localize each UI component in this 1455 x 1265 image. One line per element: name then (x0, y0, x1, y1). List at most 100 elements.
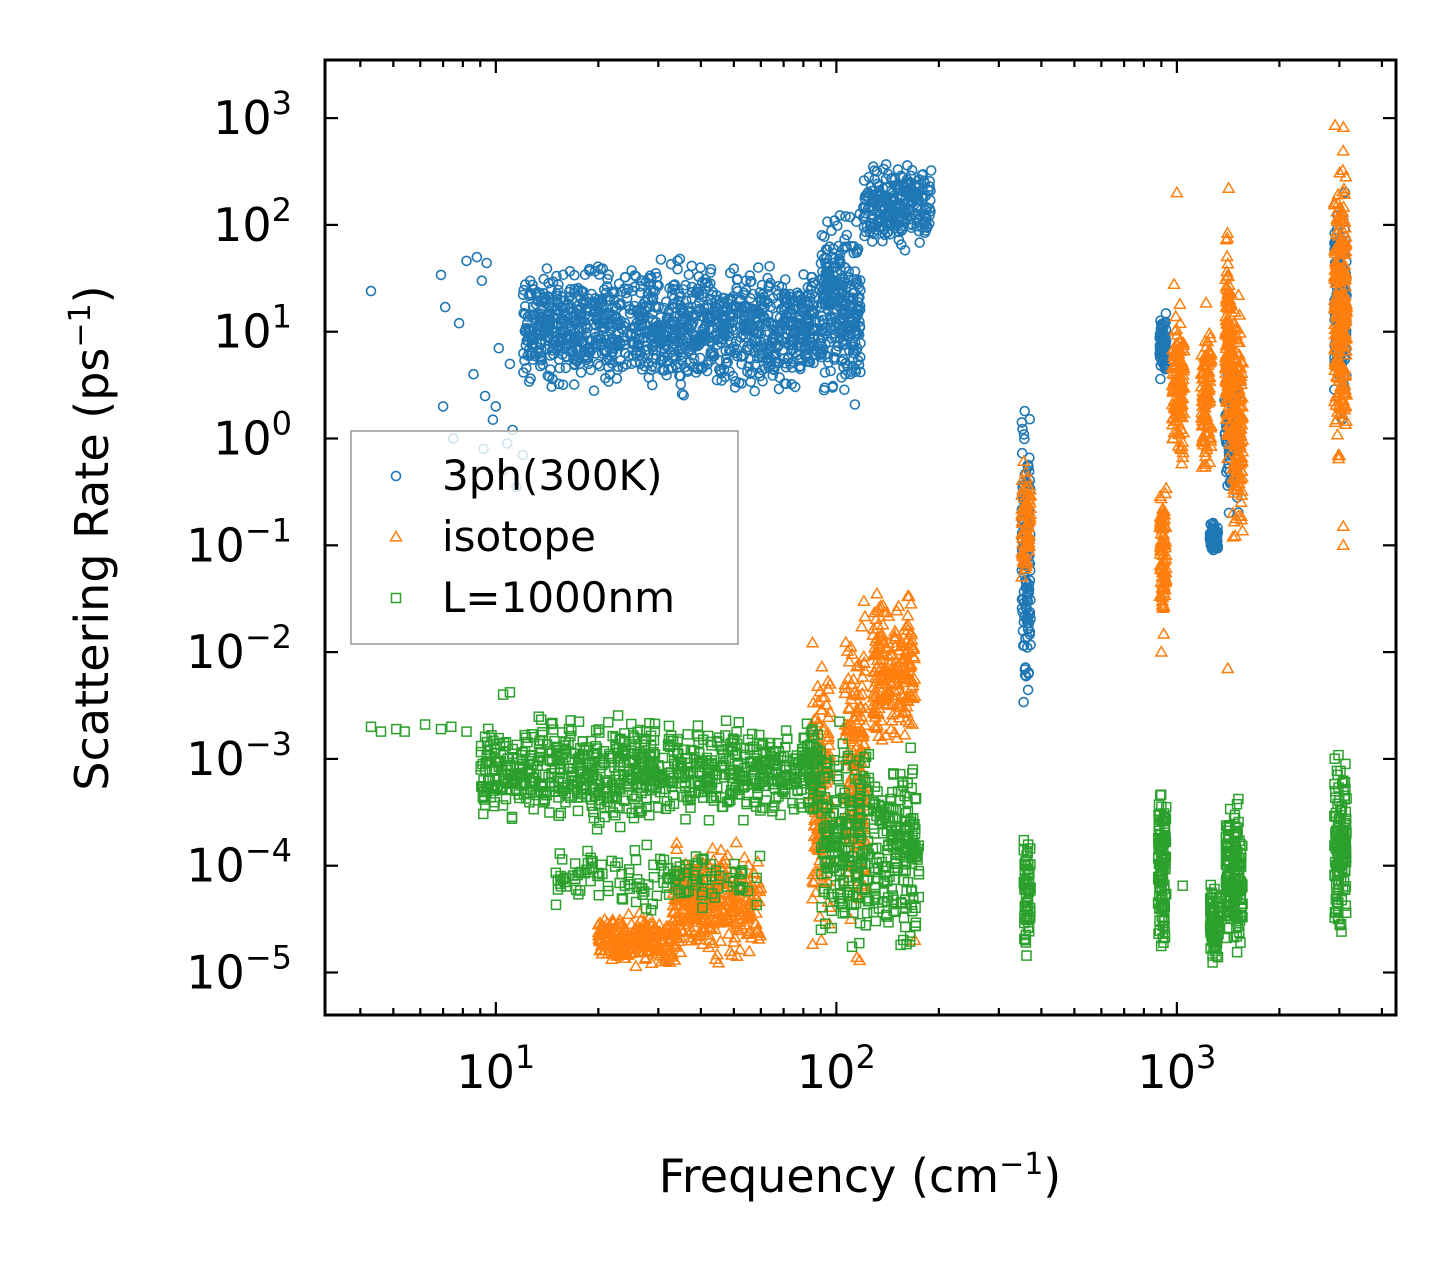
circle-point (778, 353, 790, 364)
circle-point (785, 307, 797, 319)
circle-point (557, 342, 569, 354)
circle-point (705, 337, 717, 348)
circle-point (615, 299, 627, 311)
circle-point (553, 378, 565, 390)
circle-point (655, 254, 667, 265)
circle-point (544, 296, 556, 308)
circle-point (834, 264, 846, 276)
circle-point (803, 289, 814, 300)
circle-point (684, 356, 695, 368)
circle-point (736, 358, 747, 370)
circle-point (536, 334, 548, 346)
circle-point (579, 345, 590, 357)
circle-point (547, 276, 559, 288)
circle-point (794, 363, 806, 375)
circle-point (656, 320, 668, 332)
circle-point (526, 338, 537, 350)
circle-point (762, 349, 774, 361)
circle-point (558, 326, 570, 338)
circle-point (651, 271, 663, 283)
circle-point (589, 265, 601, 277)
circle-point (751, 327, 763, 339)
circle-point (619, 335, 630, 346)
circle-point (680, 279, 691, 291)
circle-point (712, 322, 723, 334)
circle-point (568, 379, 580, 390)
circle-point (820, 257, 831, 269)
circle-point (525, 373, 536, 384)
circle-point (744, 270, 756, 281)
circle-point (652, 331, 664, 343)
circle-point (596, 293, 608, 305)
circle-point (794, 310, 806, 322)
circle-point (773, 383, 785, 395)
circle-point (575, 367, 587, 378)
circle-point (833, 240, 844, 252)
circle-point (678, 389, 690, 401)
circle-point (602, 273, 613, 285)
circle-point (646, 272, 657, 284)
circle-point (774, 312, 786, 324)
circle-point (644, 270, 656, 282)
circle-point (661, 369, 672, 381)
circle-point (660, 296, 672, 308)
circle-point (543, 277, 554, 289)
circle-point (751, 340, 763, 352)
circle-point (699, 307, 711, 319)
circle-point (819, 231, 830, 243)
circle-point (566, 294, 578, 306)
circle-point (780, 357, 791, 369)
circle-point (839, 384, 850, 396)
circle-point (570, 307, 582, 319)
data-layer (365, 118, 1354, 972)
circle-point (646, 341, 658, 353)
circle-point (798, 333, 809, 344)
circle-point (745, 275, 757, 287)
circle-point (716, 304, 728, 316)
circle-point (630, 328, 642, 339)
circle-point (619, 347, 631, 359)
circle-point (699, 277, 711, 289)
circle-point (674, 253, 686, 265)
circle-point (844, 211, 856, 223)
circle-point (699, 323, 711, 335)
circle-point (780, 378, 792, 390)
circle-point (724, 267, 736, 279)
circle-point (730, 375, 741, 387)
circle-point (804, 309, 816, 320)
circle-point (785, 358, 796, 370)
circle-point (619, 283, 630, 294)
circle-point (816, 230, 828, 241)
circle-point (646, 379, 658, 391)
circle-point (566, 306, 578, 318)
circle-point (635, 305, 647, 317)
circle-point (743, 361, 754, 372)
circle-point (611, 373, 623, 384)
circle-point (797, 301, 809, 313)
circle-point (623, 301, 635, 312)
circle-point (590, 304, 601, 316)
circle-point (849, 399, 861, 410)
circle-point (738, 289, 750, 301)
circle-point (560, 351, 572, 363)
circle-point (686, 349, 698, 361)
circle-point (655, 338, 667, 350)
circle-point (731, 350, 743, 362)
circle-point (829, 352, 840, 363)
circle-point (741, 344, 753, 355)
circle-point (798, 269, 809, 280)
circle-point (720, 345, 732, 357)
circle-point (806, 289, 818, 300)
circle-point (829, 279, 841, 291)
circle-point (629, 281, 641, 293)
circle-point (692, 363, 704, 375)
circle-point (757, 340, 769, 352)
circle-point (560, 362, 572, 374)
circle-point (718, 298, 730, 309)
circle-point (819, 382, 831, 394)
circle-point (595, 311, 606, 322)
circle-point (760, 320, 772, 332)
circle-point (570, 355, 582, 366)
circle-point (763, 280, 775, 291)
circle-point (597, 321, 609, 332)
